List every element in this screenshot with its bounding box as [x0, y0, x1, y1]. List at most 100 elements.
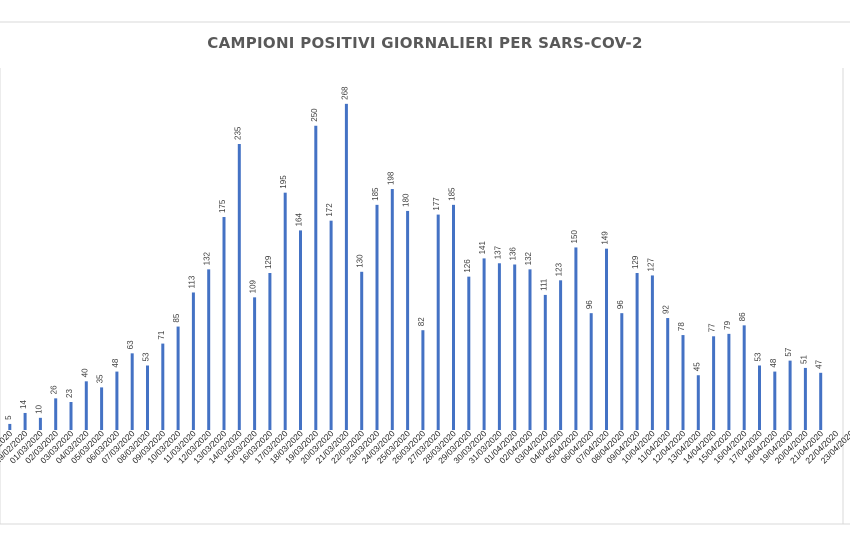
data-label: 130: [356, 254, 365, 268]
data-label: 14: [19, 400, 28, 409]
bar: [482, 258, 486, 430]
data-label: 111: [539, 278, 548, 291]
data-label: 268: [340, 86, 349, 100]
bar: [84, 381, 88, 430]
bar: [528, 269, 532, 430]
bar: [344, 103, 348, 430]
bar: [681, 335, 685, 430]
data-label: 172: [325, 203, 334, 217]
bar: [497, 263, 501, 430]
data-label: 113: [187, 275, 196, 288]
data-label: 136: [509, 247, 518, 261]
data-label: 180: [402, 193, 411, 207]
data-label: 123: [555, 262, 564, 276]
bar: [467, 276, 471, 430]
data-label: 85: [172, 313, 181, 322]
bar: [130, 353, 134, 430]
bar: [222, 217, 226, 430]
data-label: 78: [677, 322, 686, 331]
data-label: 5: [4, 415, 13, 420]
data-label: 63: [126, 340, 135, 349]
data-label: 175: [218, 199, 227, 213]
bar: [742, 325, 746, 430]
bar: [650, 275, 654, 430]
data-label: 185: [371, 187, 380, 201]
data-label: 127: [646, 258, 655, 272]
data-label: 48: [769, 358, 778, 367]
data-label: 53: [754, 352, 763, 361]
data-label: 48: [111, 358, 120, 367]
data-label: 195: [279, 175, 288, 189]
data-label: 82: [417, 317, 426, 326]
bar: [253, 297, 257, 430]
bar: [299, 230, 302, 430]
bar: [268, 273, 272, 430]
data-label: 132: [524, 251, 533, 265]
bar: [161, 343, 165, 430]
bar: [237, 144, 241, 430]
data-labels-layer: 3514102623403548635371851131321752351091…: [4, 86, 824, 420]
bar: [390, 189, 394, 430]
bar: [589, 313, 593, 430]
bar: [283, 192, 287, 430]
data-label: 26: [50, 385, 59, 394]
bar: [605, 248, 608, 430]
bar: [559, 280, 563, 430]
bar: [23, 412, 27, 430]
data-label: 92: [662, 305, 671, 314]
data-label: 164: [295, 213, 304, 227]
bar: [574, 247, 578, 430]
data-label: 23: [65, 389, 74, 398]
chart-title: CAMPIONI POSITIVI GIORNALIERI PER SARS-C…: [207, 34, 643, 52]
bar: [620, 313, 624, 430]
bar: [543, 294, 547, 430]
bar: [375, 204, 379, 430]
bar: [8, 423, 12, 431]
data-label: 109: [249, 279, 258, 293]
bar: [146, 365, 149, 430]
bar: [758, 365, 761, 430]
data-label: 86: [738, 312, 747, 321]
data-label: 51: [799, 354, 808, 363]
data-label: 35: [96, 374, 105, 383]
data-label: 77: [708, 323, 717, 332]
data-label: 47: [815, 359, 824, 368]
data-label: 137: [493, 245, 502, 259]
bar: [436, 214, 440, 430]
bar: [452, 204, 455, 430]
data-label: 10: [34, 404, 43, 413]
data-label: 129: [631, 255, 640, 269]
bar: [773, 371, 777, 430]
data-label: 126: [463, 259, 472, 273]
data-label: 150: [570, 230, 579, 244]
bar: [100, 387, 104, 430]
bar: [314, 125, 318, 430]
bar: [421, 330, 425, 430]
bar: [69, 402, 73, 430]
data-label: 79: [723, 320, 732, 329]
data-label: 132: [203, 251, 212, 265]
data-label: 149: [601, 231, 610, 245]
bar: [727, 333, 731, 430]
bar: [38, 417, 42, 430]
bar: [666, 318, 670, 430]
data-label: 40: [80, 368, 89, 377]
bar: [635, 273, 639, 430]
bars-layer: [8, 103, 823, 431]
data-label: 129: [264, 255, 273, 269]
data-label: 45: [692, 362, 701, 371]
data-label: 177: [432, 197, 441, 211]
bar: [513, 264, 517, 430]
bar: [329, 220, 333, 430]
bar: [54, 398, 58, 430]
data-label: 71: [157, 330, 166, 339]
data-label: 53: [142, 352, 151, 361]
bar: [176, 326, 180, 431]
bar: [712, 336, 716, 430]
data-label: 96: [616, 300, 625, 309]
bar: [191, 292, 195, 430]
data-label: 141: [478, 241, 487, 255]
bar: [803, 367, 807, 430]
